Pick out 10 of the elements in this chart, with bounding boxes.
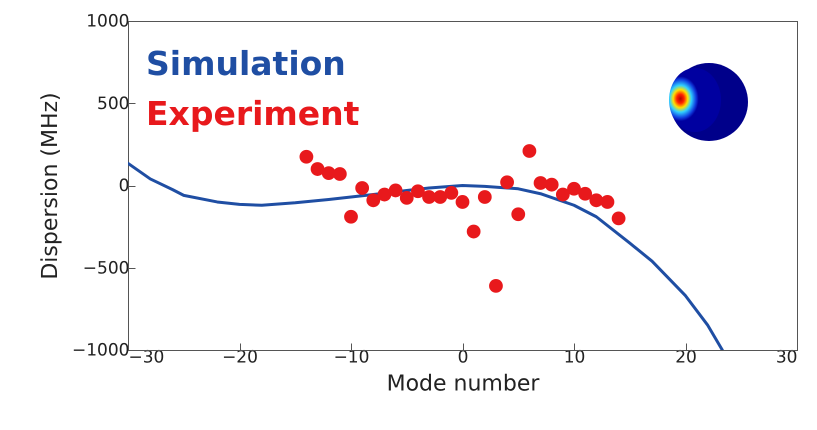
- line-series: [128, 162, 724, 350]
- x-axis-title: Mode number: [386, 372, 540, 396]
- y-tick-label: 0: [118, 176, 130, 196]
- y-tick-label: −1000: [72, 340, 130, 360]
- y-axis-title: Dispersion (MHz): [38, 92, 63, 280]
- y-tick-label: 500: [97, 94, 130, 114]
- y-tick-label: 1000: [86, 12, 130, 32]
- text: Simulation: [146, 44, 346, 83]
- series-label: Experiment: [146, 94, 360, 133]
- y-tick-label: −500: [82, 258, 130, 278]
